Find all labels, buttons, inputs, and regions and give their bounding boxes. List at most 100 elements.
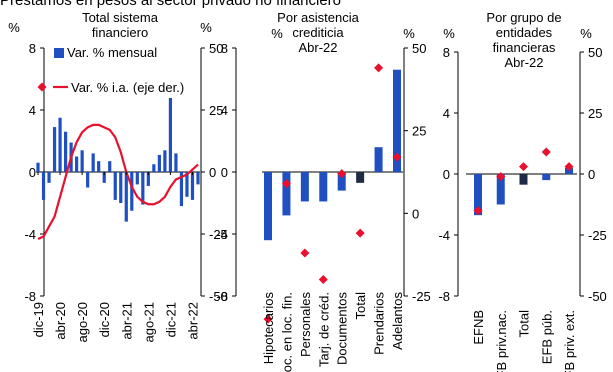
- panel2-x-tick-label: Personales: [298, 292, 313, 358]
- panel1-bar: [97, 161, 101, 172]
- panel2-diamond: [263, 314, 273, 324]
- panel3-title-line: Por grupo de: [486, 10, 561, 25]
- panel3-diamond: [564, 162, 574, 172]
- panel2-diamond: [355, 228, 365, 238]
- panel3-left-tick-label: 8: [443, 45, 450, 60]
- panel1-x-tick-label: abr-22: [185, 302, 200, 340]
- panel1-title-line: Total sistema: [82, 10, 159, 25]
- panel2-x-tick-label: Adelantos: [390, 292, 405, 350]
- panel1-x-tick-label: ago-20: [75, 302, 90, 342]
- panel1-right-tick-label: -50: [209, 289, 228, 304]
- panel2-diamond: [374, 63, 384, 73]
- panel2-diamond: [392, 152, 402, 162]
- panel2-diamond: [318, 274, 328, 284]
- panel3-x-tick-label: EFNB: [471, 310, 486, 345]
- panel3-left-tick-label: 4: [443, 106, 450, 121]
- panel1-left-tick-label: 4: [29, 103, 36, 118]
- panel1-right-unit-label: %: [200, 20, 212, 35]
- panel1-left-tick-label: -8: [24, 289, 36, 304]
- panel2-left-unit-label: %: [271, 26, 283, 41]
- panel2-bar: [282, 172, 291, 216]
- panel3-x-tick-label: EFB púb.: [539, 310, 554, 364]
- panel2-bar: [300, 172, 309, 202]
- panel1-bar: [119, 172, 123, 203]
- panel1-right-tick-label: -25: [209, 227, 228, 242]
- panel2-title-line: Por asistencia: [277, 10, 359, 25]
- panel1-x-tick-label: abr-20: [53, 302, 68, 340]
- panel3-diamond: [519, 162, 528, 172]
- panel1-legend-background: [52, 78, 200, 98]
- panel1-left-tick-label: 8: [29, 41, 36, 56]
- panel3-bar: [496, 174, 505, 205]
- panel1-x-tick-label: ago-21: [141, 302, 156, 342]
- panel3-title-line: entidades: [496, 25, 553, 40]
- panel1-right-tick-label: 0: [209, 165, 216, 180]
- panel2-right-tick-label: 0: [412, 206, 419, 221]
- panel1-bar: [130, 172, 134, 211]
- panel2-x-tick-label: Prendarios: [372, 292, 387, 355]
- panel3-x-tick-label: EFB priv. ext.: [562, 310, 577, 372]
- panel1-bar: [86, 172, 90, 188]
- panel3-right-tick-label: 50: [588, 45, 602, 60]
- panel2-bar: [319, 172, 328, 202]
- panel1-bar: [196, 172, 200, 185]
- panel3-left-tick-label: 0: [443, 167, 450, 182]
- panel1-bar: [179, 172, 184, 207]
- panel2-title-line: Abr-22: [298, 40, 337, 55]
- panel1-x-tick-label: dic-20: [97, 302, 112, 337]
- panel1-title-line: financiero: [92, 25, 148, 40]
- panel1-left-tick-label: 0: [29, 165, 36, 180]
- panel3-x-tick-label: Total: [517, 310, 532, 338]
- panel2-bar: [356, 172, 365, 183]
- panel1-bar: [163, 150, 167, 172]
- panel2-diamond: [300, 248, 310, 258]
- panel3-diamond: [473, 206, 483, 216]
- panel1-right-tick-label: 50: [209, 41, 223, 56]
- panel2-x-tick-label: Documentos: [335, 292, 350, 365]
- panel3-right-tick-label: 25: [588, 106, 602, 121]
- figure-title: Préstamos en pesos al sector privado no …: [0, 0, 342, 9]
- panel1-bar: [168, 97, 173, 172]
- panel1-bar: [185, 172, 189, 197]
- panel2-x-tick-label: Tarj. de créd.: [316, 292, 331, 367]
- panel1-bar: [152, 164, 156, 172]
- panel1-bar: [174, 153, 178, 172]
- panel2-diamond: [337, 169, 347, 179]
- panel2-right-tick-label: -25: [412, 289, 431, 304]
- panel1-legend-bar-swatch: [54, 48, 64, 58]
- panel3-title-line: Abr-22: [504, 55, 543, 70]
- panel1-bar: [47, 172, 51, 183]
- panel2-x-tick-label: Total: [353, 292, 368, 320]
- panel2-x-tick-label: Hipotecarios: [261, 292, 276, 365]
- panel3-right-tick-label: -50: [588, 289, 607, 304]
- panel2-diamond: [281, 179, 291, 189]
- panel3-bar: [474, 174, 482, 216]
- panel1-x-tick-label: abr-21: [119, 302, 134, 340]
- panel2-right-tick-label: 50: [412, 41, 426, 56]
- panel3-diamond: [541, 147, 551, 157]
- panel1-bar: [91, 153, 95, 172]
- panel1-bar: [63, 131, 68, 172]
- panel2-left-tick-label: -8: [216, 289, 228, 304]
- panel2-left-tick-label: 0: [221, 165, 228, 180]
- panel1-bar: [52, 127, 57, 172]
- panel3-bar: [519, 174, 528, 185]
- panel1-bar: [102, 172, 106, 183]
- panel1-bar: [80, 150, 84, 172]
- panel2-left-tick-label: 4: [221, 103, 228, 118]
- panel2-right-unit-label: %: [403, 26, 415, 41]
- panel1-bar: [113, 172, 117, 200]
- panel3-left-tick-label: -8: [438, 289, 450, 304]
- panel3-bar: [542, 174, 551, 181]
- panel1-x-tick-label: dic-19: [31, 302, 46, 337]
- panel2-bar: [264, 172, 272, 241]
- panel2-x-tick-label: Doc. en loc. fin.: [279, 292, 294, 372]
- panel1-bar: [141, 172, 145, 205]
- panel2-bar: [337, 172, 346, 191]
- panel2-left-tick-label: 8: [221, 41, 228, 56]
- panel3-left-tick-label: -4: [438, 228, 450, 243]
- panel1-right-tick-label: 25: [209, 103, 223, 118]
- panel1-bar: [58, 117, 62, 172]
